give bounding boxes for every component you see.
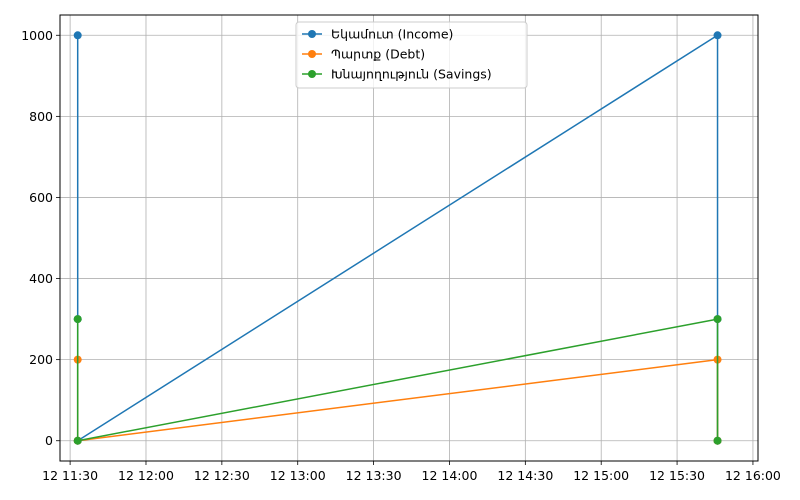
y-tick-label: 600 bbox=[29, 190, 53, 205]
x-tick-label: 12 15:30 bbox=[649, 468, 705, 483]
series-2 bbox=[73, 315, 722, 445]
y-tick-label: 0 bbox=[45, 433, 53, 448]
x-tick-label: 12 13:30 bbox=[346, 468, 402, 483]
x-tick-label: 12 12:00 bbox=[118, 468, 174, 483]
series-1 bbox=[73, 355, 722, 445]
x-tick-label: 12 15:00 bbox=[573, 468, 629, 483]
y-axis-ticks: 0 200 400 600 800 1000 bbox=[21, 28, 60, 448]
series-line bbox=[76, 358, 719, 442]
grid-lines bbox=[60, 15, 758, 461]
x-tick-label: 12 12:30 bbox=[194, 468, 250, 483]
y-tick-label: 400 bbox=[29, 271, 53, 286]
x-tick-label: 12 14:30 bbox=[497, 468, 553, 483]
legend-marker bbox=[308, 50, 316, 58]
plot-area-frame bbox=[59, 14, 759, 462]
x-tick-label: 12 16:00 bbox=[725, 468, 781, 483]
legend-item: Եկամուտ (Income) bbox=[302, 27, 453, 42]
legend-box bbox=[295, 21, 528, 89]
legend-item: Պարտք (Debt) bbox=[302, 47, 425, 62]
data-point bbox=[73, 436, 82, 445]
data-point bbox=[73, 31, 82, 40]
legend-label: Պարտք (Debt) bbox=[331, 47, 425, 62]
legend-item: Խնայողություն (Savings) bbox=[302, 67, 492, 82]
legend-label: Խնայողություն (Savings) bbox=[331, 67, 492, 82]
data-point bbox=[713, 436, 722, 445]
data-point bbox=[73, 315, 82, 324]
plot-series bbox=[73, 31, 722, 445]
series-line bbox=[76, 318, 719, 442]
series-0 bbox=[73, 31, 722, 445]
y-tick-label: 1000 bbox=[21, 28, 53, 43]
legend: Եկամուտ (Income) Պարտք (Debt) Խնայողությու… bbox=[295, 21, 528, 89]
legend-label: Եկամուտ (Income) bbox=[331, 27, 453, 42]
x-tick-label: 12 11:30 bbox=[42, 468, 98, 483]
y-tick-label: 200 bbox=[29, 352, 53, 367]
x-tick-label: 12 13:00 bbox=[270, 468, 326, 483]
x-tick-label: 12 14:00 bbox=[422, 468, 478, 483]
x-axis-ticks: 12 11:30 12 12:00 12 12:30 12 13:00 12 13:30… bbox=[42, 461, 781, 483]
y-tick-label: 800 bbox=[29, 109, 53, 124]
data-point bbox=[713, 31, 722, 40]
legend-marker bbox=[308, 30, 316, 38]
data-point bbox=[713, 315, 722, 324]
legend-marker bbox=[308, 70, 316, 78]
